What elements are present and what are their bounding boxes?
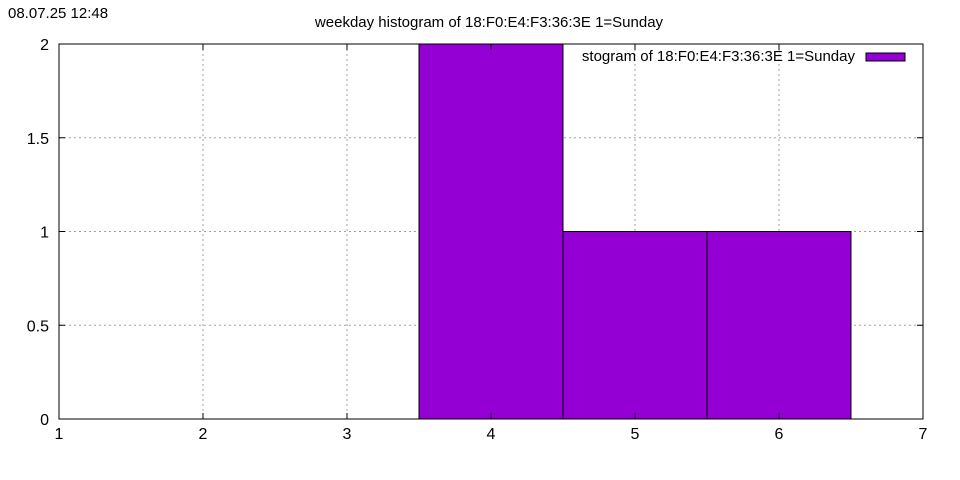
y-tick-label: 0.5	[27, 318, 49, 335]
x-tick-label: 1	[55, 426, 64, 443]
histogram-bar	[562, 231, 708, 420]
timestamp: 08.07.25 12:48	[8, 5, 108, 22]
histogram-bar	[418, 43, 564, 420]
chart-title: weekday histogram of 18:F0:E4:F3:36:3E 1…	[314, 14, 664, 31]
x-tick-label: 7	[919, 426, 928, 443]
y-tick-label: 1.5	[27, 131, 49, 148]
x-tick-label: 2	[199, 426, 208, 443]
legend: stogram of 18:F0:E4:F3:36:3E 1=Sunday	[582, 48, 906, 65]
y-tick-label: 0	[40, 412, 49, 429]
tick-layer: 1 2 3 4 5 6 7 0 0.5 1 1.5 2	[27, 37, 928, 443]
legend-swatch	[865, 52, 906, 62]
x-tick-label: 5	[631, 426, 640, 443]
x-tick-label: 6	[775, 426, 784, 443]
bar-layer	[418, 43, 852, 420]
legend-label: stogram of 18:F0:E4:F3:36:3E 1=Sunday	[582, 48, 856, 65]
histogram-bar	[706, 231, 852, 420]
x-tick-label: 4	[487, 426, 496, 443]
x-tick-label: 3	[343, 426, 352, 443]
y-tick-label: 2	[40, 37, 49, 54]
y-tick-label: 1	[40, 225, 49, 242]
